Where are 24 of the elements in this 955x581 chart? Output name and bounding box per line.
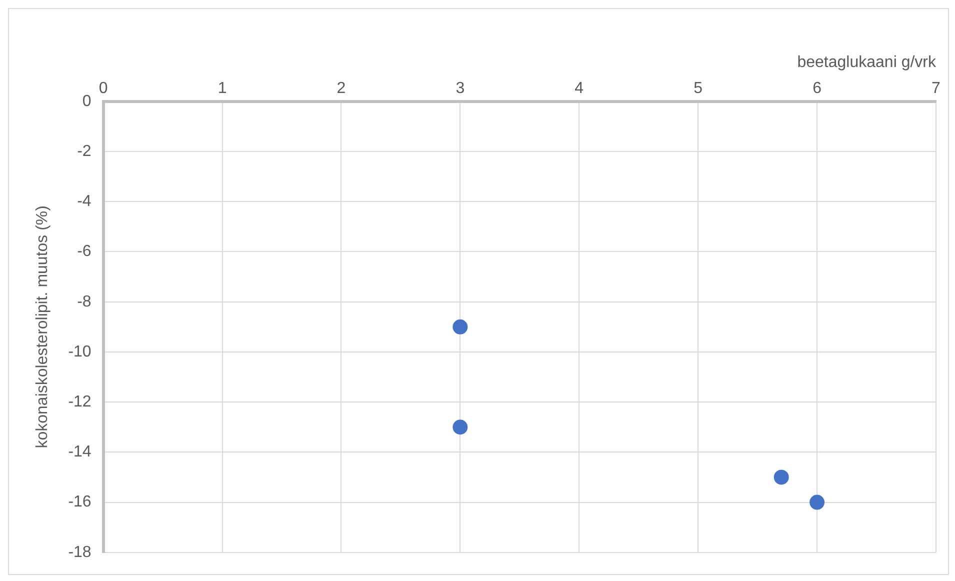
x-axis-title: beetaglukaani g/vrk (797, 54, 937, 72)
y-tick-label: -18 (68, 544, 92, 561)
x-tick-label: 1 (218, 80, 227, 98)
y-tick-label: -16 (68, 494, 92, 511)
y-tick-label: -12 (68, 393, 92, 410)
y-tick-label: -4 (77, 193, 92, 210)
x-tick-label: 2 (336, 80, 346, 98)
y-tick-label: -10 (68, 343, 92, 360)
y-tick-label: -14 (68, 444, 92, 461)
x-tick-label: 7 (932, 80, 941, 98)
y-tick-label: 0 (82, 92, 92, 110)
point (810, 494, 825, 510)
point (452, 319, 468, 334)
y-tick-label: -8 (77, 293, 92, 310)
x-tick-label: 5 (694, 80, 703, 98)
point (452, 420, 468, 435)
x-tick-label: 0 (98, 80, 108, 98)
y-axis-title: kokonaiskolesterolipit. muutos (%) (34, 206, 52, 448)
x-tick-label: 3 (456, 80, 465, 98)
y-tick-label: -6 (77, 243, 92, 260)
x-tick-label: 4 (574, 80, 584, 98)
y-tick-label: -2 (77, 142, 92, 160)
x-tick-label: 6 (812, 80, 822, 98)
point (774, 470, 789, 485)
